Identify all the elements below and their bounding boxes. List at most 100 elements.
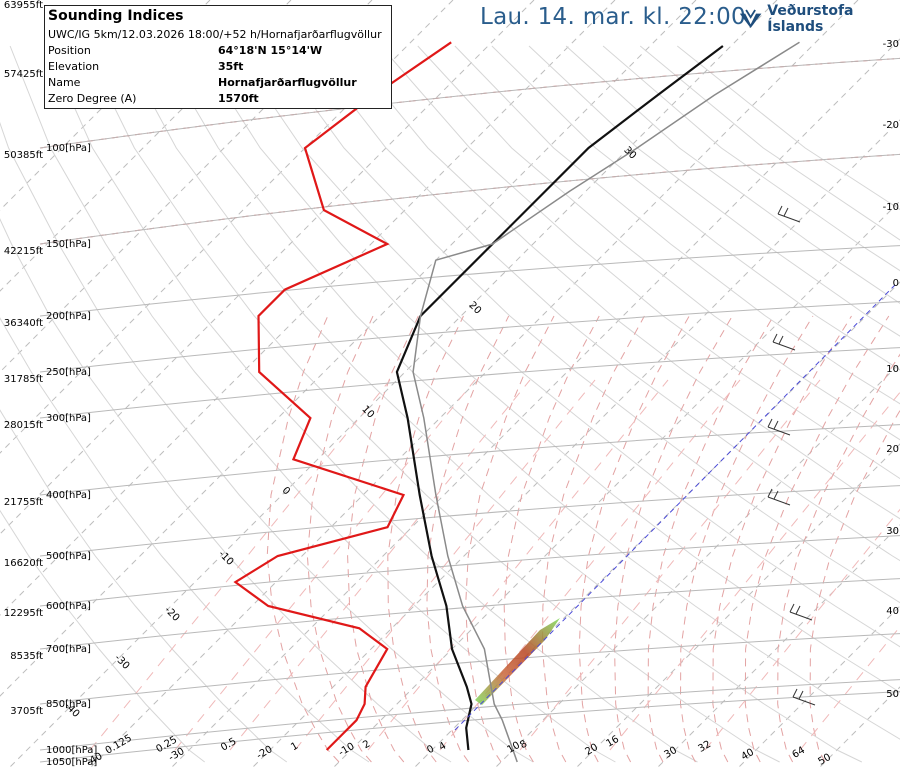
mixing-ratio-line [174,379,476,751]
bottom-scale-label: 50 [816,752,833,768]
isotherm-line [170,38,900,768]
mixing-ratio-line [367,379,669,751]
row-label: Elevation [48,60,100,73]
isobar-line [39,347,900,419]
wind-barb [767,488,791,506]
isotherm-line [575,443,900,768]
isotherm-line [0,0,697,697]
barb-shaft [767,496,791,506]
barb-flag [773,490,779,500]
isotherm-line [0,0,616,616]
moist-adiabat-line [266,315,340,763]
isotherm-line [0,0,373,373]
mixing-ratio-line [609,391,900,751]
dry-adiabat-line [46,45,698,763]
parcel-line [412,41,800,763]
isotherm-label: -10 [216,549,235,568]
moist-adiabat-line [679,315,814,763]
pressure-label: 700[hPa] [46,644,91,655]
isotherm-line [0,0,211,211]
altitude-label: 31785ft [4,374,43,385]
temperature-tick: 20 [886,444,899,455]
bottom-scale-label: 4 [437,740,448,753]
mixing-ratio-line [799,625,900,751]
moist-adiabat-line [777,353,900,763]
wind-barb [767,418,791,436]
dry-adiabat-line [0,509,206,763]
moist-adiabat-line [647,315,774,763]
dry-adiabat-line [676,45,900,211]
pressure-label: 850[hPa] [46,699,91,710]
isotherm-line [0,0,454,454]
altitude-label: 8535ft [10,651,43,662]
barb-shaft [767,426,791,436]
dry-adiabat-line [9,45,616,763]
isotherm-label: 10 [359,404,376,421]
altitude-label: 28015ft [4,420,43,431]
series-lines [233,41,896,763]
mixing-ratio-line [704,508,900,751]
barb-flag [767,488,773,498]
sounding-indices-panel: Sounding Indices UWC/IG 5km/12.03.2026 1… [44,5,392,109]
isotherm-line [251,119,900,768]
altitude-label: 57425ft [4,69,43,80]
isobar-line [39,691,900,763]
temperature-tick: -20 [883,120,899,131]
bottom-scale-label: 1 [289,740,300,753]
isotherm-line [8,0,778,768]
altitude-label: 42215ft [4,246,43,257]
mixing-ratio-line [89,379,391,751]
pressure-label: 1000[hPa] [46,745,97,756]
altitude-label: 3705ft [10,706,43,717]
mixing-ratio-line [294,379,596,751]
isobar-line [39,301,900,373]
dry-adiabat-line [565,45,900,304]
isotherm-label: 30 [621,145,638,162]
dry-adiabat-line [194,45,900,693]
moist-adiabat-line [744,315,890,763]
moist-adiabat-line [465,315,555,763]
isobar-line [39,485,900,557]
barb-shaft [792,696,816,706]
dry-adiabat-line [0,121,534,763]
barb-shaft [789,611,813,621]
row-label: Name [48,76,81,89]
dry-adiabat-line [120,45,863,763]
barb-flag [795,605,801,615]
bottom-scale-label: 64 [790,745,807,761]
altitude-label: 63955ft [4,0,43,11]
dry-adiabat-line [491,45,900,371]
temperature-tick: 0 [893,278,899,289]
barb-flag [798,690,804,700]
barb-shaft [772,341,796,351]
moist-adiabat-line [614,315,733,763]
pressure-label: 200[hPa] [46,311,91,322]
isotherm-line [0,0,292,292]
temperature-tick: -10 [883,202,899,213]
vedurstofa-logo-icon [739,9,762,29]
altitude-label: 50385ft [4,150,43,161]
pressure-label: 600[hPa] [46,601,91,612]
isobar-line [39,633,900,705]
barb-flag [773,420,779,430]
bottom-scale-label: -10 [337,741,357,759]
isotherm-label: -30 [112,653,131,672]
temperature-tick: 10 [886,364,899,375]
model-run-label: UWC/IG 5km/12.03.2026 18:00/+52 h/Hornaf… [48,28,382,41]
bottom-scale-label: -20 [255,744,275,762]
mixing-ratio-line [229,379,531,751]
row-label: Zero Degree (A) [48,92,137,105]
pressure-label: 1050[hPa] [46,757,97,768]
bottom-scale-label: 0.5 [219,736,238,753]
moist-adiabat-line [347,315,419,763]
barb-flag [792,688,798,698]
pressure-label: 150[hPa] [46,239,91,250]
isobar-line [39,535,900,607]
dewpoint-line [233,41,452,751]
dry-adiabat-line [0,218,452,763]
dry-adiabat-line [157,45,900,740]
isotherm-line [89,0,859,768]
wind-barbs [767,205,816,706]
dry-adiabat-line [417,45,900,441]
dry-adiabat-line [380,45,900,480]
